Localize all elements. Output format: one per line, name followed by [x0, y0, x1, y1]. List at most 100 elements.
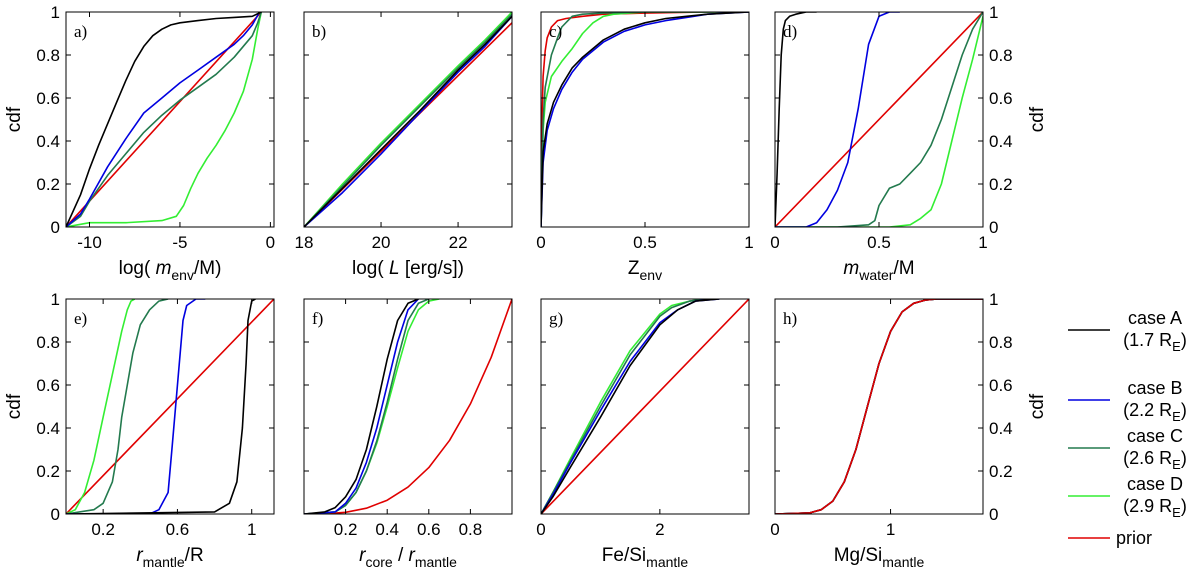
series-line-b [304, 15, 512, 227]
panel-tag: d) [783, 22, 797, 41]
series-line-d [775, 299, 983, 514]
legend: case A(1.7 RE) case B(2.2 RE)case C(2.6 R… [1068, 308, 1187, 548]
x-axis-label: Fe/Simantle [602, 545, 689, 570]
series-line-c [541, 299, 708, 514]
y-tick-label: 0 [989, 505, 998, 524]
x-tick-label: 0.6 [417, 520, 441, 539]
x-tick-label: 2 [655, 520, 664, 539]
y-tick-label: 0 [51, 505, 60, 524]
x-tick-label: 0.4 [375, 520, 399, 539]
y-axis-label: cdf [4, 106, 25, 132]
y-tick-label: 0.4 [36, 419, 60, 438]
series-group [775, 12, 983, 227]
series-line-a [304, 15, 512, 227]
x-tick-label: 0 [770, 520, 779, 539]
y-tick-label: 0.8 [36, 46, 60, 65]
series-line-prior [66, 12, 262, 227]
series-group [541, 12, 749, 227]
panel-tag: g) [549, 309, 563, 328]
x-tick-label: 22 [449, 233, 468, 252]
x-tick-label: 0.2 [91, 520, 115, 539]
panel-tag: b) [312, 22, 326, 41]
x-tick-label: 0.5 [633, 233, 657, 252]
legend-detail: (2.2 RE) [1123, 400, 1187, 424]
legend-entry-b: case B(2.2 RE) [1068, 378, 1187, 424]
series-line-d [541, 299, 708, 514]
legend-entry-prior: prior [1068, 528, 1152, 548]
series-line-d [775, 16, 983, 227]
x-tick-label: 1 [744, 233, 753, 252]
x-axis-label: Zenv [628, 258, 662, 283]
series-group [541, 299, 749, 514]
series-group [66, 299, 274, 514]
x-axis-label: Mg/Simantle [834, 545, 925, 570]
series-line-c [775, 299, 983, 514]
x-tick-label: -10 [77, 233, 102, 252]
series-line-c [304, 299, 430, 514]
legend-entry-c: case C(2.6 RE) [1068, 426, 1187, 472]
x-axis-label: log( menv/M) [119, 258, 222, 283]
y-tick-label: 1 [51, 3, 60, 22]
panel-e: 0 0.2 0.4 0.6 0.8 1 0.2 0.6 1 cdf rmantle/R e) [4, 290, 275, 570]
series-line-prior [541, 12, 749, 227]
series-line-a [541, 299, 720, 514]
x-tick-label: 0.5 [867, 233, 891, 252]
series-line-d [541, 12, 749, 227]
series-line-d [66, 12, 263, 227]
x-tick-label: 1 [886, 520, 895, 539]
x-axis-label: mwater/M [843, 258, 914, 283]
series-line-a [66, 299, 256, 514]
y-axis-label: cdf [4, 393, 25, 419]
y-tick-label: 1 [51, 290, 60, 309]
series-line-prior [304, 299, 512, 514]
series-line-a [66, 12, 262, 227]
series-group [66, 12, 263, 227]
y-tick-label: 0.6 [989, 89, 1013, 108]
legend-label: case D [1127, 474, 1183, 494]
series-line-b [66, 299, 206, 514]
legend-detail: (2.6 RE) [1123, 448, 1187, 472]
legend-entry-a: case A(1.7 RE) [1068, 308, 1187, 354]
y-tick-label: 0.2 [36, 175, 60, 194]
x-tick-label: 20 [372, 233, 391, 252]
axes-frame [540, 298, 750, 515]
series-line-d [304, 12, 512, 227]
y-tick-label: 0 [51, 218, 60, 237]
axes-frame [303, 11, 513, 228]
x-tick-label: 0 [536, 520, 545, 539]
legend-label: prior [1116, 528, 1152, 548]
panel-h: 0 0.2 0.4 0.6 0.8 1 0 1 cdf Mg/Simantle h) [770, 290, 1048, 570]
x-axis-label: rmantle/R [136, 545, 203, 570]
y-tick-label: 0.8 [989, 333, 1013, 352]
y-axis-label: cdf [1027, 393, 1048, 419]
legend-label: case C [1127, 426, 1183, 446]
panel-b: 18 20 22 log( L [erg/s]) b) [295, 11, 513, 279]
y-tick-label: 0.6 [36, 89, 60, 108]
series-line-c [541, 12, 749, 227]
series-line-b [66, 12, 261, 227]
panel-tag: a) [74, 22, 87, 41]
series-line-c [66, 299, 169, 514]
x-tick-label: -5 [172, 233, 187, 252]
x-tick-label: 0 [266, 233, 275, 252]
y-tick-label: 0.2 [989, 462, 1013, 481]
y-tick-label: 0.4 [36, 132, 60, 151]
legend-label: case B [1127, 378, 1182, 398]
x-tick-label: 0.8 [459, 520, 483, 539]
series-line-prior [541, 299, 749, 514]
panel-tag: c) [549, 22, 562, 41]
series-line-a [541, 12, 749, 227]
series-line-b [541, 12, 749, 227]
axes-frame [540, 11, 750, 228]
panel-tag: f) [312, 309, 323, 328]
y-tick-label: 0.2 [36, 462, 60, 481]
series-line-c [775, 12, 983, 227]
y-axis-label: cdf [1027, 106, 1048, 132]
y-tick-label: 0.6 [36, 376, 60, 395]
panel-tag: h) [783, 309, 797, 328]
series-line-b [775, 299, 983, 514]
panel-g: 0 2 Fe/Simantle g) [536, 298, 750, 570]
series-line-a [304, 299, 419, 514]
